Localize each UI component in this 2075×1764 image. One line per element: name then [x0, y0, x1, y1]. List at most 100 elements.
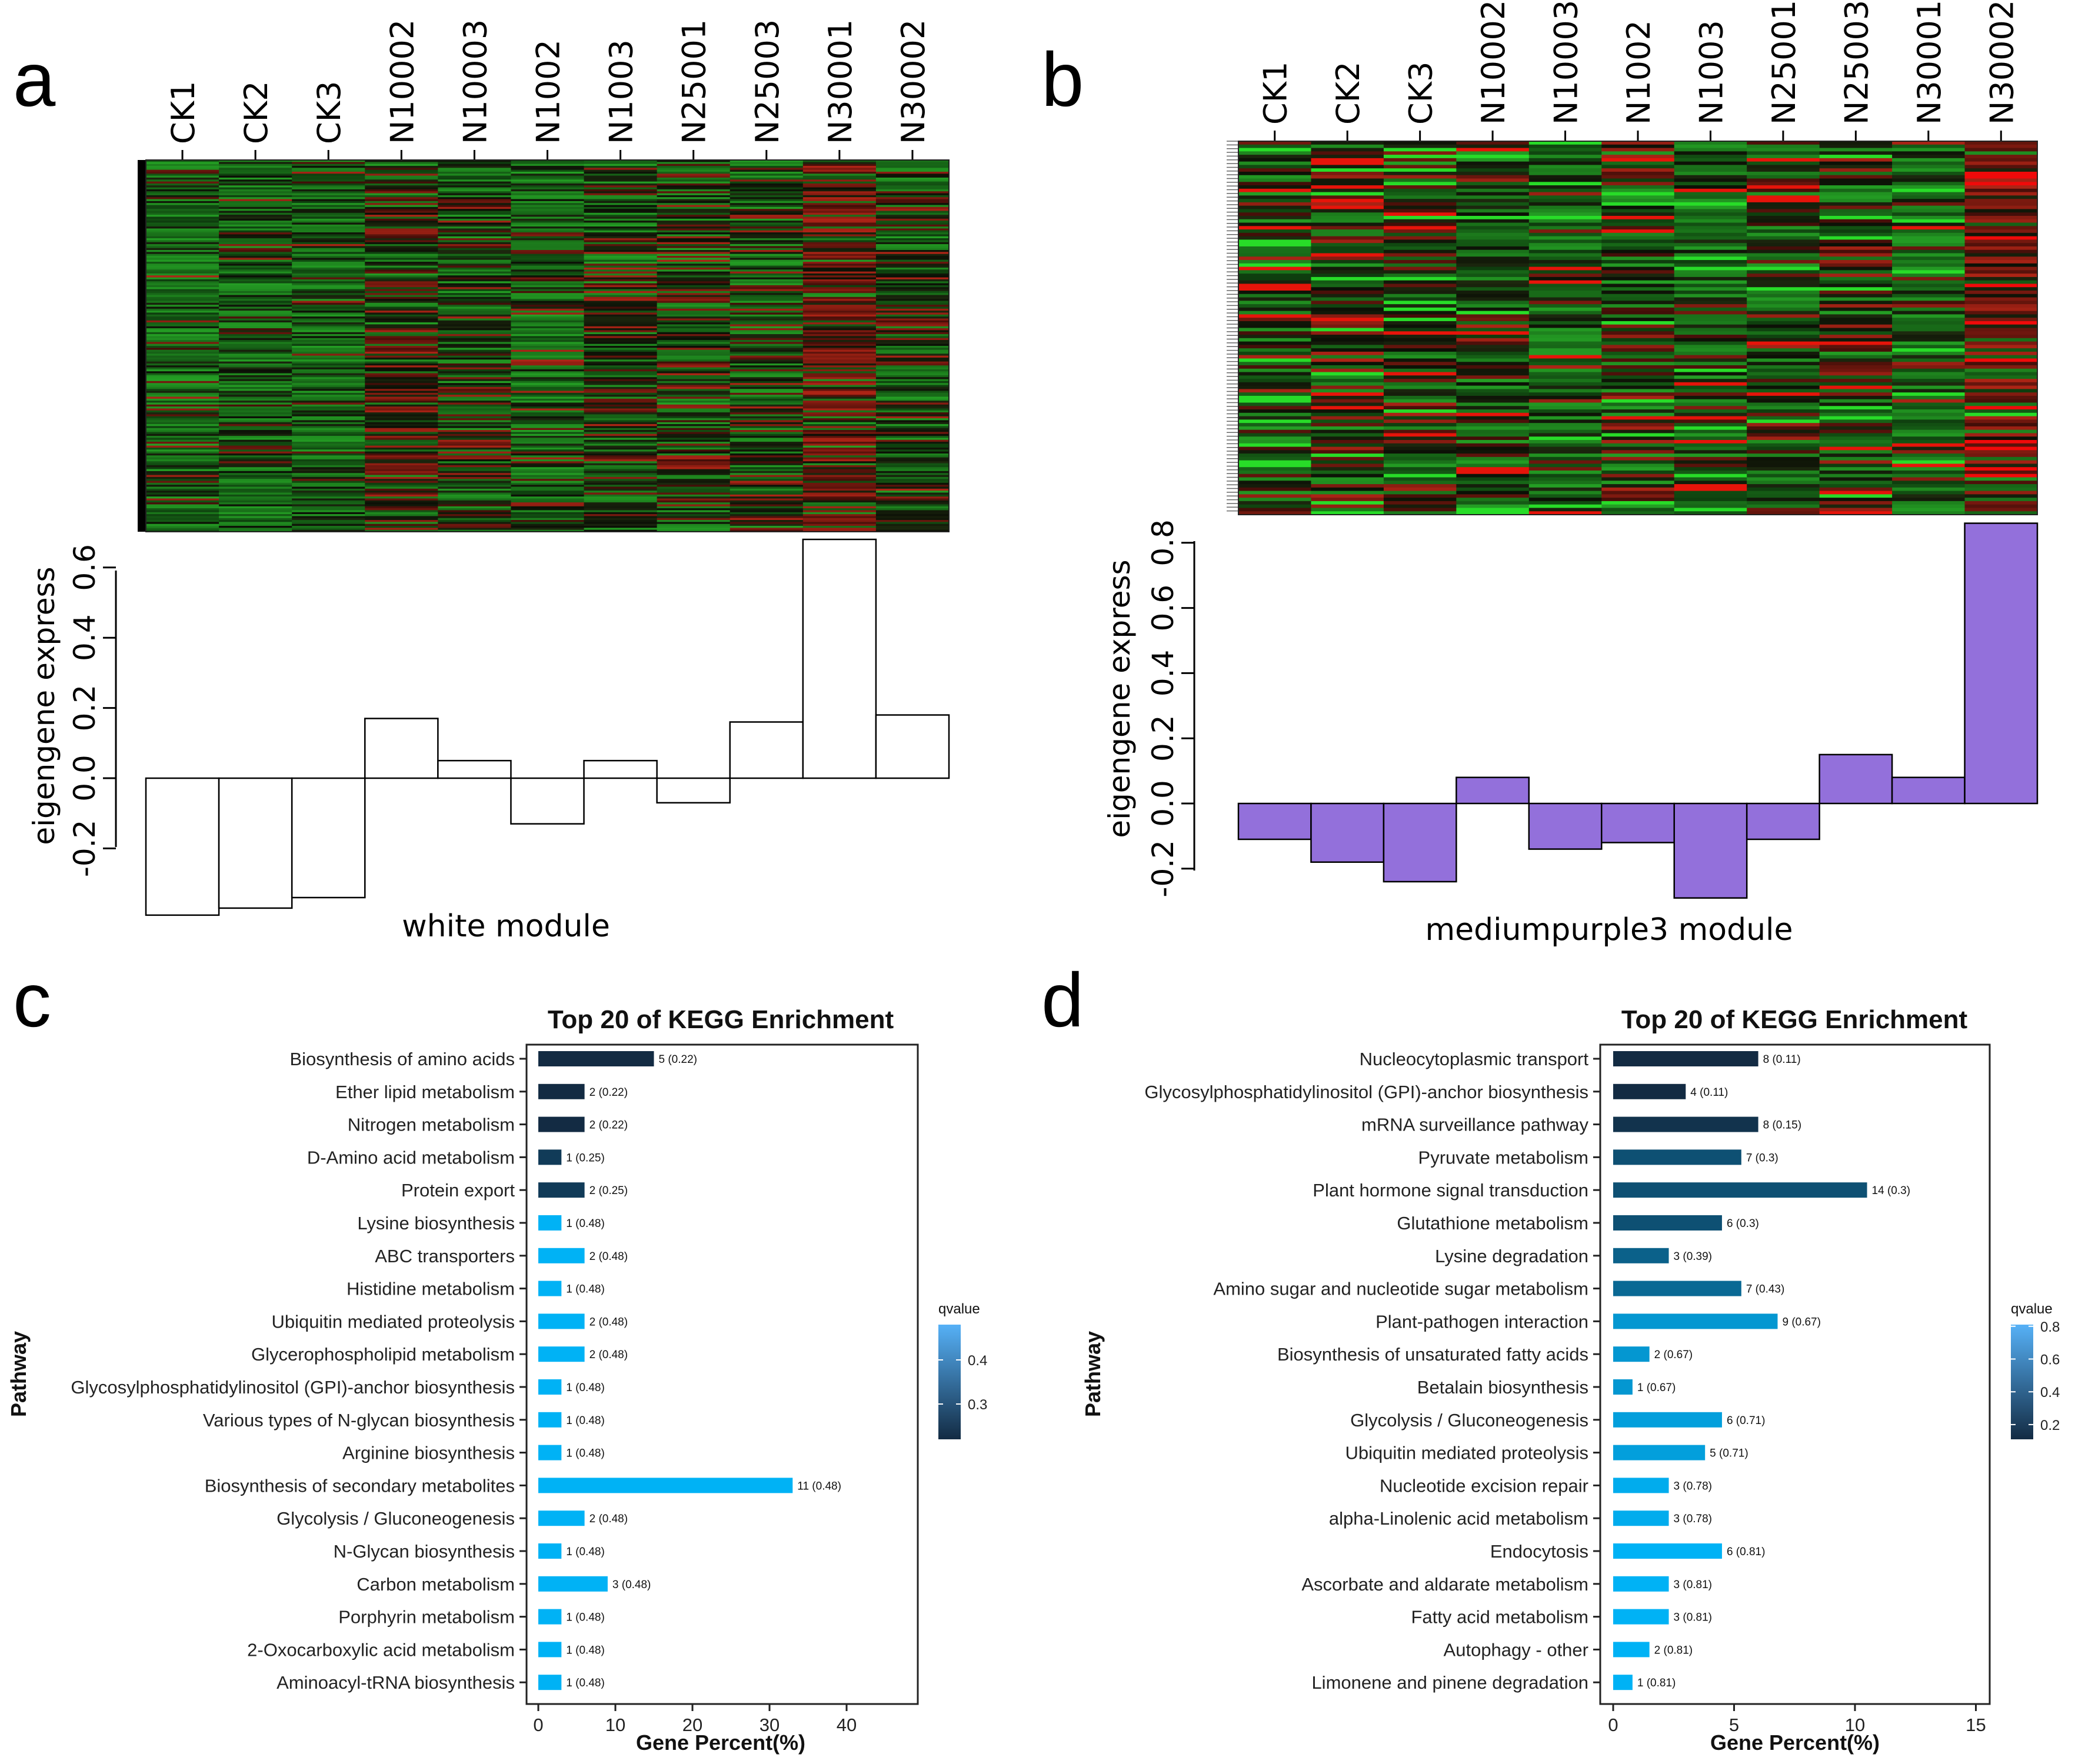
heatmap-cell	[1747, 501, 1820, 505]
heatmap-cell	[1383, 294, 1457, 298]
heatmap-cell	[730, 199, 804, 202]
heatmap-cell	[438, 447, 512, 450]
heatmap-cell	[1456, 202, 1530, 206]
heatmap-cell	[365, 162, 438, 165]
heatmap-cell	[730, 242, 804, 245]
heatmap-cell	[146, 512, 219, 515]
heatmap-cell	[146, 277, 219, 280]
heatmap-cell	[1964, 436, 2038, 441]
heatmap-cell	[1528, 222, 1602, 226]
eigengene-bar	[875, 714, 950, 779]
heatmap-cell	[1528, 460, 1602, 465]
heatmap-cell	[875, 334, 950, 336]
heatmap-cell	[219, 209, 292, 212]
heatmap-cell	[219, 332, 292, 335]
heatmap-cell	[438, 491, 512, 493]
heatmap-cell	[438, 453, 512, 456]
heatmap-cell	[657, 316, 731, 319]
heatmap-cell	[1964, 416, 2038, 420]
heatmap-cell	[730, 516, 804, 519]
heatmap-cell	[1528, 446, 1602, 451]
heatmap-cell	[730, 285, 804, 288]
heatmap-cell	[1601, 263, 1675, 268]
heatmap-cell	[1238, 246, 1312, 251]
heatmap-cell	[802, 377, 877, 380]
heatmap-cell	[1747, 399, 1820, 404]
heatmap-cell	[292, 293, 365, 296]
heatmap-cell	[1383, 161, 1457, 166]
heatmap-cell	[1892, 494, 1966, 498]
heatmap-cell	[1892, 345, 1966, 349]
heatmap-cell	[1456, 256, 1530, 261]
heatmap-cell	[511, 338, 585, 341]
heatmap-cell	[1964, 270, 2038, 274]
heatmap-cell	[875, 302, 950, 305]
heatmap-cell	[1601, 341, 1675, 345]
heatmap-cell	[365, 171, 438, 174]
heatmap-cell	[511, 258, 585, 261]
heatmap-cell	[730, 485, 804, 488]
heatmap-cell	[1964, 151, 2038, 155]
heatmap-cell	[875, 211, 950, 214]
heatmap-cell	[1238, 508, 1312, 512]
heatmap-cell	[1892, 188, 1966, 193]
heatmap-cell	[1747, 243, 1820, 247]
heatmap-cell	[1747, 385, 1820, 390]
heatmap-cell	[146, 526, 219, 528]
heatmap-cell	[219, 232, 292, 235]
heatmap-cell	[1674, 168, 1747, 172]
heatmap-cell	[802, 287, 877, 290]
heatmap-cell	[365, 234, 438, 237]
heatmap-cell	[146, 410, 219, 413]
heatmap-cell	[1456, 141, 1530, 145]
heatmap-cell	[1964, 324, 2038, 329]
heatmap-cell	[292, 221, 365, 224]
heatmap-cell	[511, 385, 585, 388]
heatmap-cell	[219, 301, 292, 304]
heatmap-cell	[657, 238, 731, 241]
heatmap-cell	[802, 523, 877, 526]
heatmap-cell	[730, 281, 804, 284]
heatmap-cell	[219, 426, 292, 429]
bar-label: 6 (0.3)	[1727, 1218, 1759, 1230]
heatmap-cell	[1383, 175, 1457, 179]
pathway-bar	[1613, 1609, 1669, 1625]
heatmap-cell	[438, 449, 512, 452]
heatmap-cell	[657, 367, 731, 370]
heatmap-cell	[802, 296, 877, 299]
heatmap-cell	[802, 240, 877, 243]
heatmap-cell	[584, 420, 658, 423]
heatmap-cell	[584, 408, 658, 411]
heatmap-cell	[1383, 304, 1457, 308]
heatmap-cell	[1892, 331, 1966, 335]
heatmap-cell	[1311, 335, 1384, 339]
heatmap-cell	[1674, 270, 1747, 274]
heatmap-cell	[365, 269, 438, 272]
heatmap-cell	[292, 314, 365, 317]
heatmap-cell	[1383, 375, 1457, 379]
heatmap-cell	[146, 445, 219, 448]
heatmap-cell	[802, 314, 877, 317]
heatmap-cell	[511, 512, 585, 515]
heatmap-cell	[1892, 484, 1966, 488]
heatmap-cell	[875, 500, 950, 503]
heatmap-cell	[438, 406, 512, 409]
pathway-bar	[1613, 1149, 1741, 1165]
heatmap-cell	[1819, 212, 1893, 216]
heatmap-cell	[1892, 481, 1966, 485]
heatmap-cell	[875, 375, 950, 378]
heatmap-cell	[511, 322, 585, 325]
heatmap-cell	[657, 246, 731, 249]
heatmap-cell	[730, 412, 804, 415]
heatmap-cell	[365, 301, 438, 304]
heatmap-cell	[730, 255, 804, 258]
heatmap-cell	[1456, 291, 1530, 295]
heatmap-cell	[875, 457, 950, 460]
heatmap-cell	[875, 386, 950, 389]
heatmap-cell	[584, 453, 658, 456]
heatmap-cell	[146, 529, 219, 532]
heatmap-cell	[802, 402, 877, 405]
bar-label: 2 (0.81)	[1654, 1644, 1693, 1656]
heatmap-cell	[730, 312, 804, 315]
heatmap-cell	[1238, 199, 1312, 203]
